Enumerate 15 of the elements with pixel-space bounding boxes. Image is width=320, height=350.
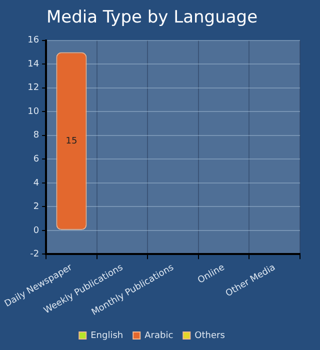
y-tick-label: 6 <box>33 154 40 164</box>
y-tick-label: 16 <box>28 36 40 46</box>
legend-label: English <box>90 330 124 341</box>
y-tick-label: 2 <box>33 202 40 212</box>
legend-label: Arabic <box>144 330 174 341</box>
y-tick-label: 10 <box>28 106 40 117</box>
y-tick-label: -2 <box>30 250 40 260</box>
y-tick-label: 4 <box>33 178 40 188</box>
data-label: 15 <box>66 136 78 146</box>
y-tick-label: 12 <box>28 83 40 94</box>
y-tick-label: 0 <box>33 226 40 236</box>
y-tick-label: 14 <box>28 59 40 70</box>
chart-title: Media Type by Language <box>46 8 258 28</box>
y-tick-label: 8 <box>33 130 40 141</box>
legend-label: Others <box>194 330 226 341</box>
